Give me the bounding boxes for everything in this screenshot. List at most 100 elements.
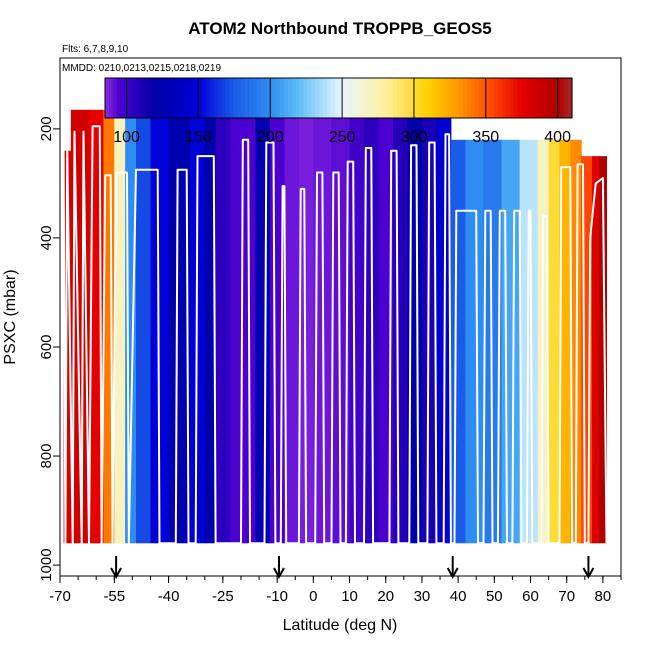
colorbar-segment bbox=[560, 78, 565, 118]
colorbar-segment bbox=[217, 78, 223, 118]
colorbar-segment bbox=[128, 78, 133, 118]
colorbar-segment bbox=[470, 78, 476, 118]
x-tick-label: 20 bbox=[377, 588, 394, 605]
x-tick-label: -55 bbox=[103, 588, 125, 605]
heatmap-cell bbox=[465, 139, 484, 544]
colorbar-segment bbox=[311, 78, 316, 118]
heatmap-cell bbox=[190, 109, 206, 544]
flights-note: Flts: 6,7,8,9,10 bbox=[62, 44, 129, 55]
colorbar-segment bbox=[494, 78, 499, 118]
colorbar-segment bbox=[412, 78, 417, 118]
colorbar-segment bbox=[202, 78, 207, 118]
colorbar-segment bbox=[322, 78, 328, 118]
colorbar-segment bbox=[299, 78, 305, 118]
colorbar-tick-label: 150 bbox=[185, 129, 212, 146]
heatmap-cell bbox=[421, 109, 437, 544]
colorbar-segment bbox=[140, 78, 145, 118]
heatmap-cell bbox=[63, 150, 72, 544]
colorbar-segment bbox=[447, 78, 452, 118]
x-tick-label: 0 bbox=[309, 588, 317, 605]
colorbar-segment bbox=[280, 78, 285, 118]
colorbar-segment bbox=[396, 78, 402, 118]
colorbar-segment bbox=[400, 78, 406, 118]
y-tick-label: 200 bbox=[38, 116, 55, 141]
colorbar-segment bbox=[373, 78, 379, 118]
heatmap-cell bbox=[331, 109, 351, 544]
heatmap-cell bbox=[150, 109, 170, 544]
colorbar-segment bbox=[116, 78, 122, 118]
y-tick-label: 1000 bbox=[38, 548, 55, 581]
arrow-marker bbox=[582, 556, 595, 580]
colorbar-segment bbox=[381, 78, 386, 118]
colorbar-segment bbox=[389, 78, 394, 118]
colorbar-segment bbox=[284, 78, 289, 118]
colorbar-segment bbox=[326, 78, 332, 118]
heatmap-cell bbox=[483, 139, 503, 544]
colorbar-segment bbox=[556, 78, 561, 118]
y-axis-label: PSXC (mbar) bbox=[2, 269, 19, 364]
colorbar-segment bbox=[132, 78, 137, 118]
x-tick-label: 70 bbox=[558, 588, 575, 605]
colorbar-segment bbox=[105, 78, 110, 118]
colorbar-segment bbox=[490, 78, 495, 118]
colorbar-segment bbox=[501, 78, 507, 118]
colorbar-tick-label: 350 bbox=[472, 129, 499, 146]
heatmap-cell bbox=[215, 109, 231, 544]
colorbar-segment bbox=[463, 78, 468, 118]
colorbar-segment bbox=[548, 78, 554, 118]
y-tick-label: 400 bbox=[38, 225, 55, 250]
colorbar-segment bbox=[221, 78, 227, 118]
colorbar-segment bbox=[287, 78, 293, 118]
heatmap-cell bbox=[103, 109, 115, 544]
colorbar-segment bbox=[229, 78, 235, 118]
colorbar-frame bbox=[104, 77, 573, 119]
heatmap-cell bbox=[284, 109, 300, 544]
colorbar-segment bbox=[404, 78, 410, 118]
colorbar-segment bbox=[439, 78, 445, 118]
colorbar-segment bbox=[241, 78, 246, 118]
colorbar-segment bbox=[120, 78, 126, 118]
colorbar-segment bbox=[334, 78, 340, 118]
y-tick-label: 600 bbox=[38, 334, 55, 359]
heatmap-cell bbox=[559, 139, 571, 544]
colorbar-segment bbox=[544, 78, 550, 118]
colorbar-segment bbox=[424, 78, 429, 118]
colorbar-segment bbox=[459, 78, 464, 118]
colorbar-tick-label: 400 bbox=[544, 129, 571, 146]
colorbar-segment bbox=[474, 78, 480, 118]
heatmap-cell bbox=[592, 156, 600, 544]
colorbar-segment bbox=[256, 78, 262, 118]
colorbar-segment bbox=[175, 78, 180, 118]
colorbar-segment bbox=[315, 78, 320, 118]
colorbar-segment bbox=[291, 78, 297, 118]
colorbar-tick-label: 300 bbox=[401, 129, 428, 146]
colorbar-tick-label: 200 bbox=[257, 129, 284, 146]
colorbar-segment bbox=[245, 78, 250, 118]
colorbar-tick-label: 250 bbox=[329, 129, 356, 146]
colorbar-segment bbox=[420, 78, 425, 118]
colorbar-segment bbox=[482, 78, 487, 118]
colorbar-segment bbox=[206, 78, 211, 118]
x-tick-label: -40 bbox=[158, 588, 180, 605]
plot-frame bbox=[59, 57, 622, 577]
colorbar-segment bbox=[509, 78, 515, 118]
colorbar-segment bbox=[369, 78, 375, 118]
heatmap-cell bbox=[599, 156, 608, 544]
colorbar-segment bbox=[552, 78, 558, 118]
colorbar-segment bbox=[330, 78, 336, 118]
colorbar-segment bbox=[272, 78, 277, 118]
colorbar-segment bbox=[143, 78, 149, 118]
x-axis: -70 -55 -40 -25 -10 0 10 20 30 40 50 60 70 80 bbox=[49, 576, 622, 605]
colorbar-segment bbox=[435, 78, 441, 118]
x-tick-label: 50 bbox=[486, 588, 503, 605]
y-tick-label: 800 bbox=[38, 444, 55, 469]
colorbar-segment bbox=[264, 78, 270, 118]
heatmap-cell bbox=[450, 139, 466, 544]
x-tick-label: -25 bbox=[212, 588, 234, 605]
heatmap-cell bbox=[501, 139, 521, 544]
colorbar-segment bbox=[151, 78, 157, 118]
colorbar-segment bbox=[517, 78, 523, 118]
colorbar-segment bbox=[167, 78, 172, 118]
colorbar-segment bbox=[303, 78, 308, 118]
colorbar-segment bbox=[338, 78, 343, 118]
